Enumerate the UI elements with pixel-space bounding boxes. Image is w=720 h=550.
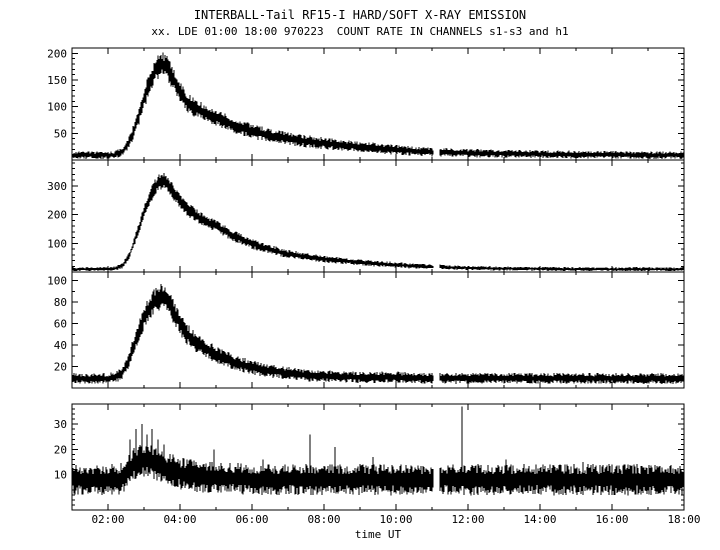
svg-text:time UT: time UT [355,528,402,541]
svg-text:06:00: 06:00 [235,513,268,526]
svg-text:100: 100 [47,101,67,114]
chart-subtitle: xx. LDE 01:00 18:00 970223 COUNT RATE IN… [151,25,569,38]
svg-text:04:00: 04:00 [163,513,196,526]
svg-text:02:00: 02:00 [91,513,124,526]
svg-text:30: 30 [54,418,67,431]
svg-text:60: 60 [54,318,67,331]
svg-text:100: 100 [47,275,67,288]
svg-text:50: 50 [54,127,67,140]
svg-text:16:00: 16:00 [595,513,628,526]
svg-text:20: 20 [54,361,67,374]
svg-text:10: 10 [54,469,67,482]
svg-text:10:00: 10:00 [379,513,412,526]
svg-text:14:00: 14:00 [523,513,556,526]
svg-text:100: 100 [47,237,67,250]
chart-title: INTERBALL-Tail RF15-I HARD/SOFT X-RAY EM… [193,8,527,22]
svg-text:08:00: 08:00 [307,513,340,526]
svg-text:12:00: 12:00 [451,513,484,526]
svg-text:200: 200 [47,209,67,222]
svg-text:40: 40 [54,339,67,352]
svg-text:150: 150 [47,74,67,87]
svg-text:18:00: 18:00 [667,513,700,526]
svg-text:300: 300 [47,180,67,193]
svg-text:20: 20 [54,443,67,456]
svg-text:200: 200 [47,47,67,60]
svg-text:80: 80 [54,296,67,309]
